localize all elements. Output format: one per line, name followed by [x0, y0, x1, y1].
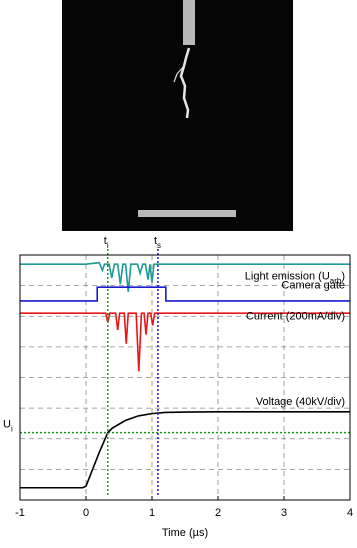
trace-label: Voltage (40kV/div): [256, 396, 345, 408]
level-label: Ui: [3, 419, 13, 434]
trace: [20, 286, 350, 302]
trace-label: Camera gate: [281, 280, 345, 292]
x-tick-label: 0: [83, 507, 89, 519]
x-axis-label: Time (µs): [162, 527, 208, 539]
photo: [62, 0, 293, 231]
photo-background: [62, 0, 293, 231]
marker-label-part: s: [157, 241, 161, 250]
marker-label-part: i: [107, 241, 109, 250]
marker-label: ti: [104, 235, 109, 250]
level-label-part: U: [3, 419, 11, 431]
x-tick-label: 3: [281, 507, 287, 519]
streamer: [179, 47, 191, 119]
trace-label-part: ): [341, 270, 345, 282]
x-tick-label: -1: [15, 507, 25, 519]
trace-label: Current (200mA/div): [246, 310, 345, 322]
trace-label: Light emission (Uarb): [245, 270, 345, 285]
trace: [20, 411, 350, 489]
streamer-branch: [173, 65, 185, 83]
trace-label-part: Camera gate: [281, 280, 345, 292]
plot-frame: [19, 254, 351, 501]
x-tick-label: 1: [149, 507, 155, 519]
trace: [20, 312, 350, 372]
marker-label-part: t: [104, 235, 107, 247]
trace-label-part: Voltage (40kV/div): [256, 396, 345, 408]
x-tick-label: 4: [347, 507, 353, 519]
marker-label-part: t: [154, 235, 157, 247]
electrode-bottom: [138, 210, 236, 217]
trace-label-part: Light emission (U: [245, 270, 330, 282]
trace-label-part: Current (200mA/div): [246, 310, 345, 322]
x-tick-label: 2: [215, 507, 221, 519]
electrode-top: [183, 0, 195, 45]
marker-label: ts: [154, 235, 161, 250]
level-label-part: i: [11, 424, 13, 433]
trace: [20, 261, 350, 292]
trace-label-part: arb: [330, 276, 342, 285]
